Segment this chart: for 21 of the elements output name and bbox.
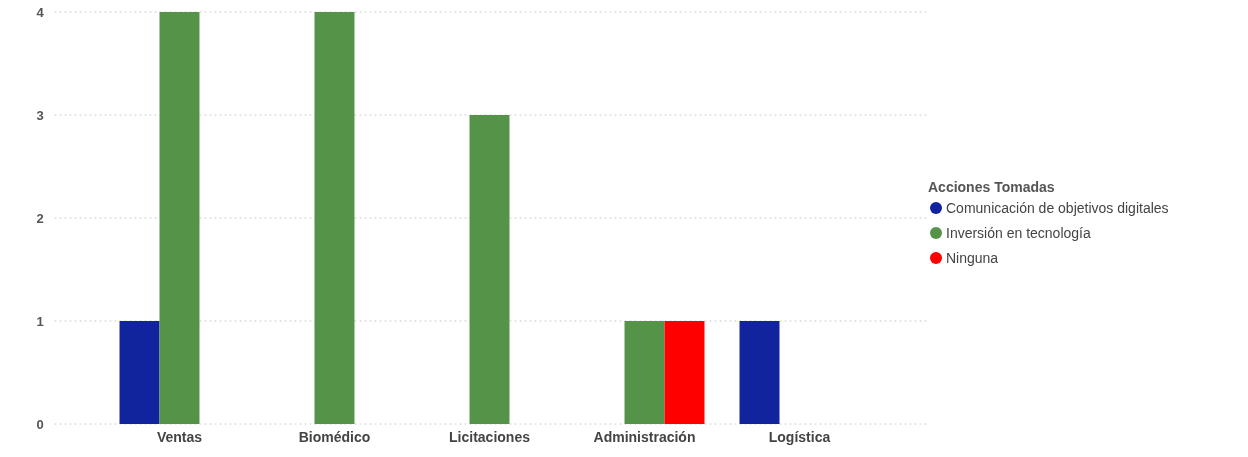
y-tick-label: 0: [36, 416, 44, 432]
bar: [739, 321, 780, 424]
x-tick-label: Administración: [593, 429, 696, 445]
bar: [159, 12, 200, 424]
bar: [664, 321, 705, 424]
x-tick-label: Logística: [768, 429, 831, 445]
bar: [314, 12, 355, 424]
x-tick-label: Ventas: [156, 429, 203, 445]
bar: [119, 321, 160, 424]
y-tick-label: 2: [36, 210, 44, 226]
bar: [624, 321, 665, 424]
y-tick-label: 1: [36, 313, 44, 329]
legend-label: Comunicación de objetivos digitales: [946, 199, 1169, 216]
legend-label: Ninguna: [946, 249, 999, 266]
y-tick-label: 4: [36, 4, 45, 20]
x-tick-label: Biomédico: [298, 429, 371, 445]
legend-label: Inversión en tecnología: [946, 224, 1091, 241]
bar: [469, 115, 510, 424]
x-tick-label: Licitaciones: [449, 429, 531, 445]
legend-title: Acciones Tomadas: [928, 178, 1055, 195]
y-tick-label: 3: [36, 107, 44, 123]
